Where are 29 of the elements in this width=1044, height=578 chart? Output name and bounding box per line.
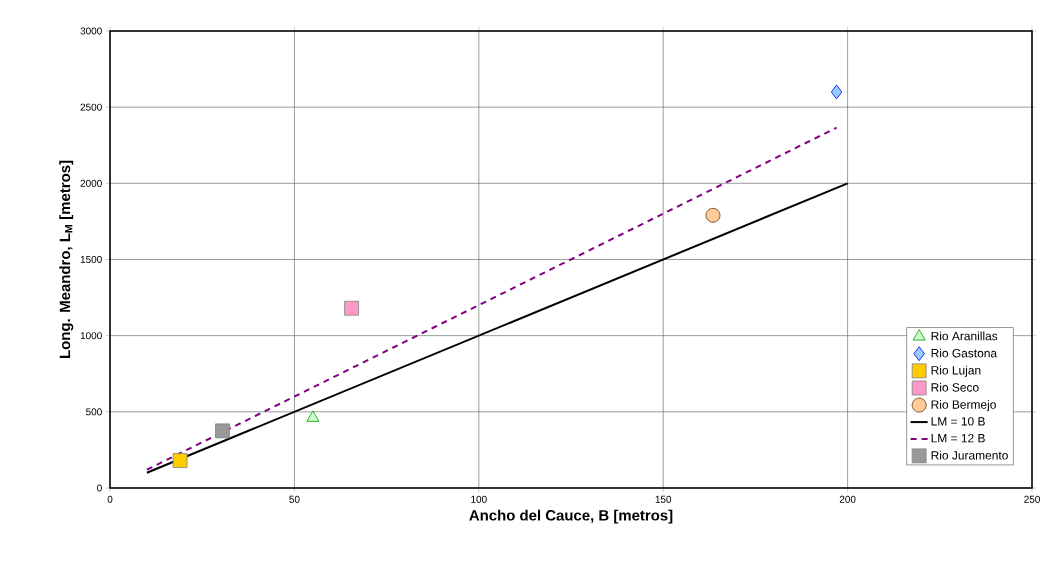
y-tick-label: 2000 [80,179,102,187]
y-tick-label: 3000 [80,27,102,35]
legend-label: Rio Lujan [931,365,981,377]
legend-label: LM = 12 B [931,433,985,443]
x-tick-label: 100 [471,495,487,503]
x-tick-label: 150 [655,495,672,503]
y-tick-label: 2500 [80,103,102,111]
legend-label: Rio Aranillas [931,331,998,341]
point [344,300,359,316]
point [705,207,721,223]
legend-label: Rio Juramento [931,450,1008,460]
y-tick-label: 1500 [80,255,102,264]
x-tick-label: 0 [107,495,113,503]
x-tick-label: 200 [839,495,856,503]
y-tick-label: 500 [86,408,102,416]
point [215,423,230,439]
legend-label: LM = 10 B [931,417,985,426]
y-tick-label: 1000 [80,332,102,340]
x-tick-label: 50 [289,495,300,503]
y-axis-title: Long. Meandro, L$_{M}$ [metros] [59,160,74,359]
point [830,84,843,100]
y-tick-label: 0 [97,484,102,492]
x-axis-title: Ancho del Cauce, B [metros] [469,509,673,524]
legend-label: Rio Seco [931,382,979,392]
legend-label: Rio Bermejo [931,400,996,412]
point [172,453,188,468]
x-tick-label: 250 [1024,495,1040,503]
legend-label: Rio Gastona [931,348,998,358]
point [306,410,320,422]
